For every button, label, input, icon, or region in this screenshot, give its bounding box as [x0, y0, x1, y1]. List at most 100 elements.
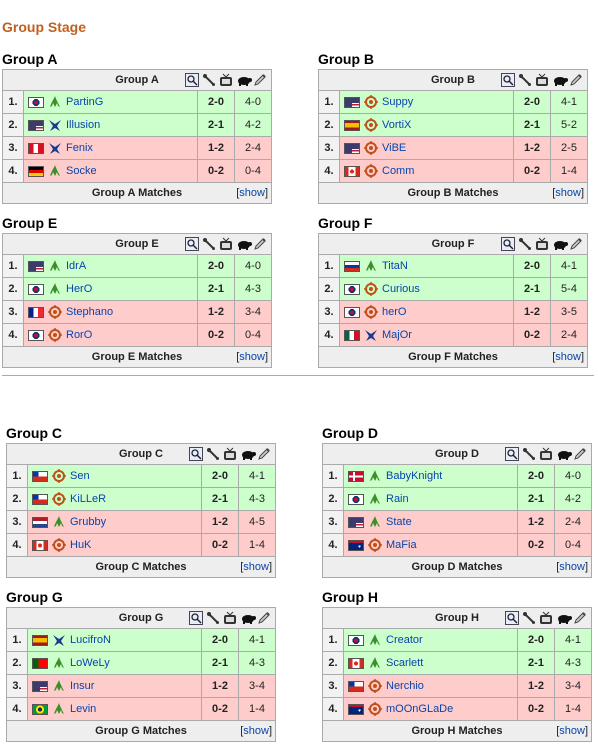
player-link[interactable]: VortiX [382, 119, 412, 131]
flag-ru-icon [344, 260, 360, 272]
player-link[interactable]: TitaN [382, 260, 408, 272]
wrench-icon[interactable] [206, 447, 220, 461]
group-table-title: Group F [431, 238, 475, 250]
player-link[interactable]: Illusion [66, 119, 101, 131]
turtle-icon[interactable] [236, 237, 252, 251]
group-heading: Group C [6, 425, 62, 441]
player-link[interactable]: MaFia [386, 539, 417, 551]
player-link[interactable]: IdrA [66, 260, 87, 272]
wrench-icon[interactable] [522, 447, 536, 461]
player-link[interactable]: Comm [382, 165, 415, 177]
flag-kr-icon [348, 634, 364, 646]
group-matches-footer: Group C Matches [show] [7, 557, 275, 577]
player-link[interactable]: LoWeLy [70, 657, 110, 669]
wrench-icon[interactable] [202, 73, 216, 87]
wrench-icon[interactable] [206, 611, 220, 625]
magnifier-icon[interactable] [501, 73, 515, 87]
player-link[interactable]: Fenix [66, 142, 93, 154]
show-link[interactable]: show [555, 351, 581, 363]
game-score: 1-4 [561, 165, 577, 177]
show-link[interactable]: show [239, 351, 265, 363]
player-link[interactable]: PartinG [66, 96, 104, 108]
zerg-icon [364, 259, 378, 273]
player-link[interactable]: State [386, 516, 412, 528]
player-link[interactable]: Rain [386, 493, 409, 505]
show-link[interactable]: show [555, 187, 581, 199]
tv-icon[interactable] [535, 237, 549, 251]
player-link[interactable]: Levin [70, 703, 97, 715]
magnifier-icon[interactable] [505, 447, 519, 461]
pen-icon[interactable] [573, 447, 587, 461]
player-link[interactable]: Suppy [382, 96, 414, 108]
player-link[interactable]: KiLLeR [70, 493, 107, 505]
turtle-icon[interactable] [552, 73, 568, 87]
player-cell: Insur [28, 675, 202, 697]
game-score: 4-3 [245, 283, 261, 295]
tv-icon[interactable] [219, 237, 233, 251]
header-tools [501, 237, 583, 251]
pen-icon[interactable] [257, 447, 271, 461]
player-link[interactable]: ViBE [382, 142, 407, 154]
pen-icon[interactable] [253, 237, 267, 251]
position: 2. [323, 652, 344, 674]
wrench-icon[interactable] [518, 237, 532, 251]
position: 3. [3, 301, 24, 323]
wrench-icon[interactable] [522, 611, 536, 625]
player-link[interactable]: Nerchio [386, 680, 424, 692]
flag-es-icon [32, 634, 48, 646]
magnifier-icon[interactable] [185, 73, 199, 87]
show-link[interactable]: show [559, 561, 585, 573]
player-link[interactable]: BabyKnight [386, 470, 443, 482]
player-link[interactable]: LucifroN [70, 634, 111, 646]
player-link[interactable]: MajOr [382, 329, 412, 341]
pen-icon[interactable] [257, 611, 271, 625]
pen-icon[interactable] [573, 611, 587, 625]
player-link[interactable]: Creator [386, 634, 423, 646]
player-link[interactable]: Insur [70, 680, 95, 692]
pen-icon[interactable] [253, 73, 267, 87]
wrench-icon[interactable] [202, 237, 216, 251]
player-link[interactable]: Socke [66, 165, 97, 177]
player-link[interactable]: RorO [66, 329, 93, 341]
player-cell: Suppy [340, 91, 514, 113]
group-block: Group F Group F 1. TitaN 2-0 4-1 2. Curious 2-1 5… [318, 213, 588, 368]
magnifier-icon[interactable] [185, 237, 199, 251]
tv-icon[interactable] [539, 447, 553, 461]
player-link[interactable]: Curious [382, 283, 420, 295]
tv-icon[interactable] [535, 73, 549, 87]
magnifier-icon[interactable] [501, 237, 515, 251]
turtle-icon[interactable] [240, 611, 256, 625]
turtle-icon[interactable] [240, 447, 256, 461]
turtle-icon[interactable] [236, 73, 252, 87]
turtle-icon[interactable] [556, 611, 572, 625]
position: 2. [323, 488, 344, 510]
wrench-icon[interactable] [518, 73, 532, 87]
game-score: 4-3 [249, 493, 265, 505]
player-link[interactable]: Stephano [66, 306, 114, 318]
tv-icon[interactable] [223, 611, 237, 625]
pen-icon[interactable] [569, 73, 583, 87]
player-link[interactable]: HuK [70, 539, 92, 551]
turtle-icon[interactable] [556, 447, 572, 461]
tv-icon[interactable] [219, 73, 233, 87]
show-link[interactable]: show [239, 187, 265, 199]
magnifier-icon[interactable] [189, 447, 203, 461]
pen-icon[interactable] [569, 237, 583, 251]
player-link[interactable]: Sen [70, 470, 90, 482]
show-link[interactable]: show [243, 725, 269, 737]
magnifier-icon[interactable] [505, 611, 519, 625]
player-link[interactable]: mOOnGLaDe [386, 703, 454, 715]
flag-kr-icon [348, 493, 364, 505]
player-link[interactable]: Grubby [70, 516, 107, 528]
tv-icon[interactable] [539, 611, 553, 625]
tv-icon[interactable] [223, 447, 237, 461]
turtle-icon[interactable] [552, 237, 568, 251]
player-link[interactable]: HerO [66, 283, 93, 295]
flag-au-icon [348, 539, 364, 551]
magnifier-icon[interactable] [189, 611, 203, 625]
terran-icon [368, 679, 382, 693]
player-link[interactable]: Scarlett [386, 657, 424, 669]
player-link[interactable]: herO [382, 306, 407, 318]
show-link[interactable]: show [559, 725, 585, 737]
show-link[interactable]: show [243, 561, 269, 573]
